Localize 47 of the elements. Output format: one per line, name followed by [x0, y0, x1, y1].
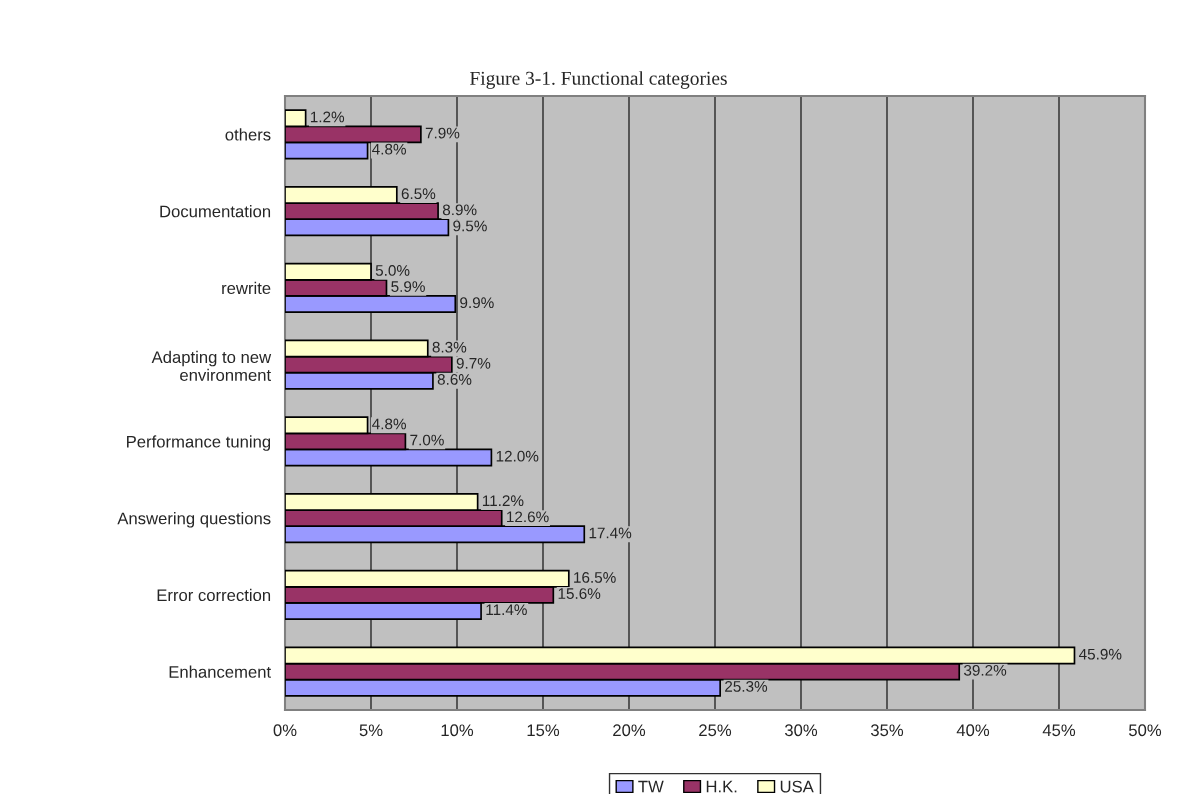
y-tick-label: Error correction [157, 588, 271, 602]
legend-label: TW [638, 780, 664, 793]
x-tick-label: 0% [273, 724, 297, 737]
data-label: 11.2% [482, 495, 524, 507]
data-label: 11.4% [486, 604, 527, 616]
data-label: 16.5% [574, 572, 616, 583]
x-tick-label: 45% [1042, 724, 1076, 737]
data-label: 15.6% [558, 588, 601, 599]
y-tick-label: Performance tuning [127, 435, 271, 451]
x-tick-label: 50% [1128, 724, 1162, 737]
data-label: 9.7% [456, 357, 491, 369]
x-tick-label: 35% [870, 724, 904, 737]
x-tick-label: 30% [784, 724, 818, 737]
data-label: 12.6% [507, 511, 549, 523]
y-tick-label: Answering questions [117, 512, 271, 528]
data-label: 17.4% [589, 527, 632, 539]
y-tick-label: Adapting to new environment [151, 350, 272, 382]
x-tick-label: 40% [956, 724, 990, 737]
x-tick-label: 10% [441, 724, 474, 737]
y-tick-label: others [225, 128, 271, 141]
chart-title: Figure 3-1. Functional categories [470, 71, 727, 89]
x-tick-label: 15% [527, 724, 560, 737]
data-label: 39.2% [963, 664, 1007, 676]
x-tick-label: 20% [613, 724, 646, 737]
legend-label: USA [780, 780, 814, 793]
data-label: 8.3% [432, 341, 467, 353]
x-tick-label: 25% [699, 724, 732, 737]
data-label: 7.9% [425, 127, 460, 139]
data-label: 45.9% [1079, 648, 1122, 660]
data-label: 5.0% [375, 265, 410, 276]
data-label: 25.3% [725, 681, 768, 692]
y-tick-label: rewrite [222, 281, 271, 295]
legend-label: H.K. [706, 780, 737, 793]
data-label: 5.9% [391, 281, 425, 292]
data-label: 8.6% [437, 374, 472, 385]
data-label: 4.8% [372, 143, 407, 155]
data-label: 1.2% [310, 111, 345, 123]
y-tick-label: Documentation [160, 205, 271, 218]
data-label: 9.5% [453, 220, 487, 232]
data-label: 9.9% [460, 297, 494, 309]
data-label: 12.0% [496, 450, 539, 462]
y-tick-label: Enhancement [169, 665, 271, 678]
data-label: 6.5% [401, 188, 436, 200]
data-label: 7.0% [410, 434, 444, 446]
data-label: 4.8% [372, 418, 407, 430]
x-tick-label: 5% [359, 724, 383, 737]
data-label: 8.9% [442, 204, 477, 216]
